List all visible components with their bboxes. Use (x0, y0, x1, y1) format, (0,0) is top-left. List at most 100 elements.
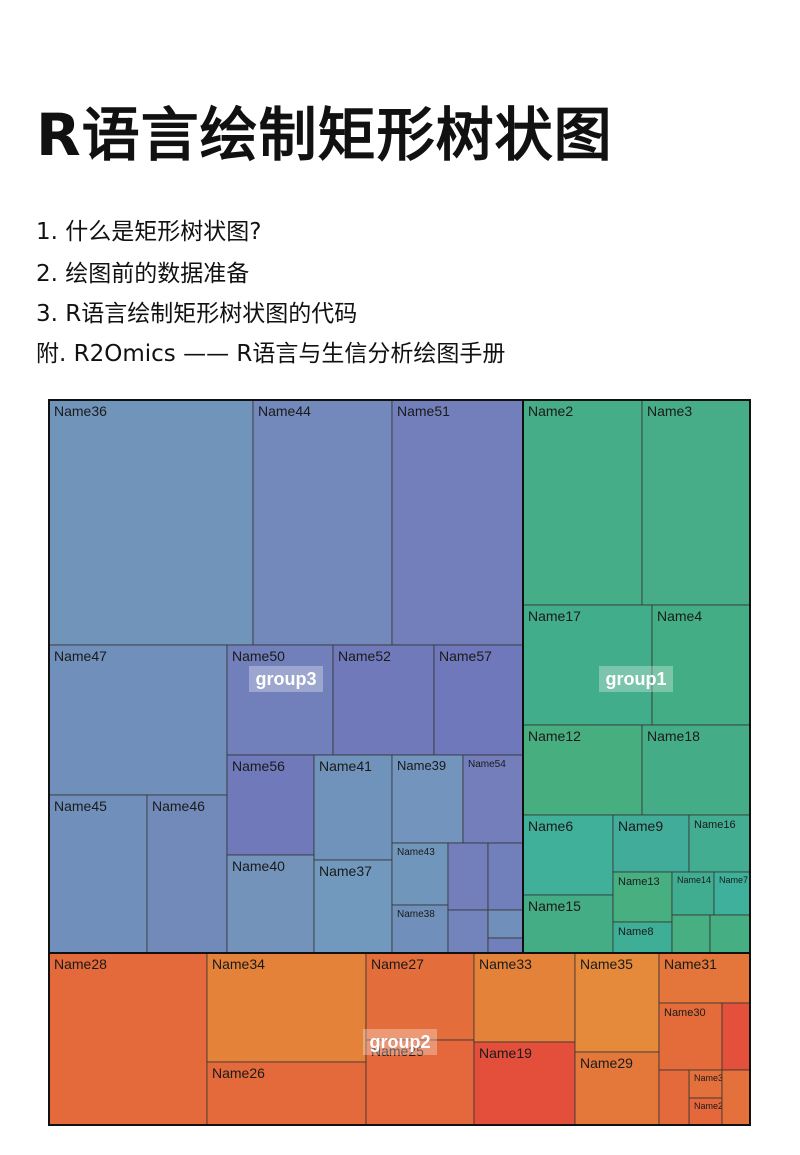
treemap-cell (48, 644, 228, 796)
treemap-cell (658, 1002, 723, 1071)
cell-label: Name46 (152, 798, 205, 814)
treemap-cell (391, 904, 449, 954)
cell-label: Name57 (439, 648, 492, 664)
group-label: group3 (256, 669, 317, 689)
group-label-bg (363, 1029, 437, 1055)
cell-label: Name6 (528, 818, 573, 834)
treemap-cell (447, 842, 489, 911)
treemap-cell (487, 909, 524, 939)
treemap-cell (522, 399, 643, 606)
treemap-cell (641, 724, 751, 816)
cell-label: Name7 (719, 875, 748, 885)
cell-label: Name29 (580, 1055, 633, 1071)
treemap-cell (226, 854, 315, 954)
group-label-bg (249, 666, 323, 692)
treemap-cell (612, 921, 673, 954)
cell-label: Name54 (468, 759, 506, 770)
cell-label: Name13 (618, 876, 660, 888)
cell-label: Name27 (371, 956, 424, 972)
cell-label: Name43 (397, 847, 435, 858)
treemap-cell (365, 952, 475, 1041)
cell-label: Name32 (694, 1073, 728, 1083)
treemap-cell (574, 1051, 660, 1126)
cell-label: Name47 (54, 648, 107, 664)
cell-label: Name38 (397, 909, 435, 920)
cell-label: Name16 (694, 819, 736, 831)
treemap-cell (487, 937, 524, 954)
treemap-cell (721, 1069, 751, 1126)
cell-label: Name15 (528, 898, 581, 914)
cell-label: Name56 (232, 758, 285, 774)
treemap-cell (226, 644, 334, 756)
treemap-cell (252, 399, 393, 646)
cell-label: Name52 (338, 648, 391, 664)
treemap-cell (658, 1069, 690, 1126)
cell-label: Name30 (664, 1007, 706, 1019)
treemap-cell (612, 871, 673, 923)
cell-label: Name14 (677, 875, 711, 885)
cell-label: Name8 (618, 926, 653, 938)
treemap-cell (651, 604, 751, 726)
list-item: 1. 什么是矩形树状图? (36, 219, 262, 245)
treemap-cell (713, 871, 751, 916)
cell-label: Name50 (232, 648, 285, 664)
cell-label: Name3 (647, 403, 692, 419)
treemap-cell (574, 952, 660, 1053)
cell-label: Name18 (647, 728, 700, 744)
treemap-cell (447, 909, 489, 954)
cell-label: Name12 (528, 728, 581, 744)
treemap-cell (612, 814, 690, 873)
treemap-cell (146, 794, 228, 954)
treemap-cell (641, 399, 751, 606)
cell-label: Name33 (479, 956, 532, 972)
cell-label: Name51 (397, 403, 450, 419)
treemap-cell (433, 644, 524, 756)
cell-label: Name26 (212, 1065, 265, 1081)
treemap-cell (313, 754, 393, 861)
title: R语言绘制矩形树状图 (36, 101, 613, 169)
treemap-cell (721, 1002, 751, 1071)
cell-label: Name37 (319, 863, 372, 879)
treemap-cell (48, 794, 148, 954)
group-label-bg (599, 666, 673, 692)
cell-label: Name35 (580, 956, 633, 972)
list-item: 2. 绘图前的数据准备 (36, 261, 250, 287)
cell-label: Name19 (479, 1045, 532, 1061)
cell-label: Name45 (54, 798, 107, 814)
treemap-cell (206, 952, 367, 1063)
group-label: group2 (370, 1032, 431, 1052)
cell-label: Name41 (319, 758, 372, 774)
treemap-cell (658, 952, 751, 1004)
cell-label: Name4 (657, 608, 702, 624)
cell-label: Name31 (664, 956, 717, 972)
cell-label: Name44 (258, 403, 311, 419)
cell-label: Name2 (528, 403, 573, 419)
cell-label: Name34 (212, 956, 265, 972)
treemap-cell (48, 952, 208, 1126)
treemap-cell (391, 842, 449, 906)
cell-label: Name25 (371, 1043, 424, 1059)
treemap-cell (391, 754, 464, 844)
treemap-cell (688, 814, 751, 873)
treemap-cell (365, 1039, 475, 1126)
group-label: group1 (606, 669, 667, 689)
treemap-cell (671, 914, 711, 954)
cell-label: Name36 (54, 403, 107, 419)
list-item: 3. R语言绘制矩形树状图的代码 (36, 301, 358, 327)
list-item: 附. R2Omics —— R语言与生信分析绘图手册 (36, 341, 506, 367)
treemap-cell (487, 842, 524, 911)
treemap-cell (48, 399, 254, 646)
treemap-cell (313, 859, 393, 954)
treemap-cell (226, 754, 315, 856)
group-border (48, 952, 751, 1126)
treemap-cell (522, 604, 653, 726)
cell-label: Name9 (618, 818, 663, 834)
cell-label: Name17 (528, 608, 581, 624)
cell-label: Name28 (54, 956, 107, 972)
cell-label: Name23 (694, 1101, 728, 1111)
treemap-cell (462, 754, 524, 844)
treemap-cell (709, 914, 751, 954)
cell-label: Name40 (232, 858, 285, 874)
